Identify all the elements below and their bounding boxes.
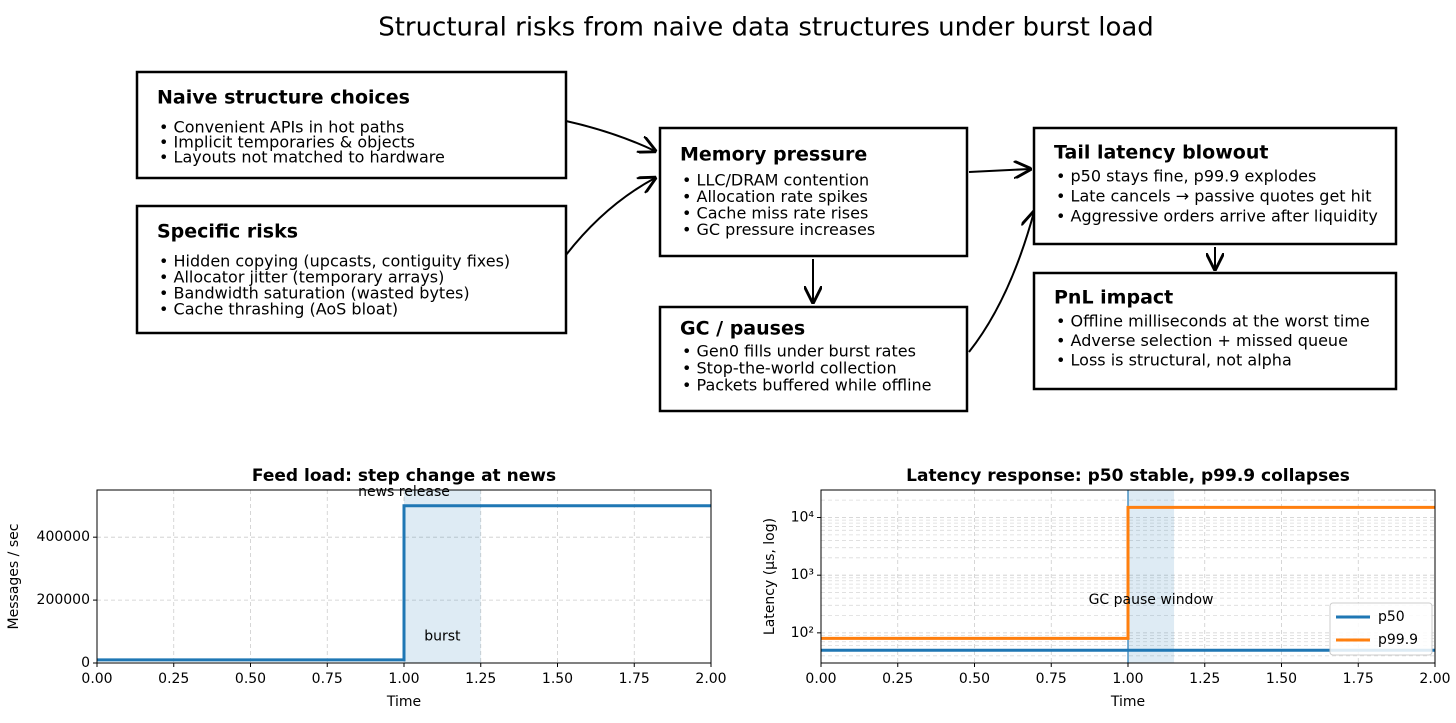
node-box <box>1032 271 1398 391</box>
x-tick-label: 0.00 <box>805 671 836 687</box>
node-box <box>658 305 969 413</box>
x-tick-label: 1.50 <box>542 671 573 687</box>
node-box <box>135 204 568 335</box>
x-tick-label: 1.25 <box>465 671 496 687</box>
annotation: GC pause window <box>1089 592 1214 608</box>
x-tick-label: 0.50 <box>235 671 266 687</box>
node-title: Specific risks <box>157 221 298 243</box>
node-item: • Adverse selection + missed queue <box>1056 331 1348 350</box>
node-box <box>135 70 568 180</box>
node-title: GC / pauses <box>680 318 805 340</box>
shaded-span <box>404 490 481 663</box>
node: Naive structure choices • Convenient APIs… <box>135 70 568 180</box>
arrow <box>968 169 1030 172</box>
node-item: • Convenient APIs in hot paths <box>159 118 404 137</box>
node-item: • p50 stays fine, p99.9 explodes <box>1056 167 1316 186</box>
y-tick-label: 10² <box>791 625 814 641</box>
annotation: burst <box>424 629 461 645</box>
chart: 0.00 0.25 0.50 0.75 1.00 1.25 1.50 1.75 2.00 0 200… <box>6 466 727 710</box>
x-tick-label: 1.50 <box>1266 671 1297 687</box>
x-tick-label: 0.50 <box>959 671 990 687</box>
node-item: • Cache thrashing (AoS bloat) <box>159 300 398 319</box>
node-item: • Stop-the-world collection <box>682 359 897 378</box>
node-item: • Layouts not matched to hardware <box>159 148 445 167</box>
node-item: • Late cancels → passive quotes get hit <box>1056 187 1372 206</box>
series-line <box>821 505 1435 640</box>
node-item: • Hidden copying (upcasts, contiguity fi… <box>159 252 510 271</box>
x-tick-label: 1.75 <box>1343 671 1374 687</box>
node-item: • Allocation rate spikes <box>682 187 868 206</box>
node-title: Tail latency blowout <box>1054 142 1268 164</box>
node-item: • GC pressure increases <box>682 220 875 239</box>
x-tick-label: 0.75 <box>1036 671 1067 687</box>
x-tick-label: 1.00 <box>388 671 419 687</box>
node-item: • Allocator jitter (temporary arrays) <box>159 268 444 287</box>
legend: p50 p99.9 <box>1329 602 1433 656</box>
y-tick-label: 0 <box>81 655 90 671</box>
x-tick-label: 0.25 <box>158 671 189 687</box>
node: GC / pauses • Gen0 fills under burst rate… <box>658 305 969 413</box>
arrow <box>565 120 655 151</box>
annotation: news release <box>358 484 450 500</box>
legend-label: p50 <box>1378 609 1405 625</box>
node: Tail latency blowout • p50 stays fine, p9… <box>1032 126 1398 246</box>
y-axis-label: Messages / sec <box>6 524 22 630</box>
node-item: • Implicit temporaries & objects <box>159 133 415 152</box>
shaded-span <box>1128 490 1175 663</box>
x-tick-label: 1.75 <box>619 671 650 687</box>
node-title: Memory pressure <box>680 144 867 166</box>
node-item: • Offline milliseconds at the worst time <box>1056 312 1370 331</box>
node-title: PnL impact <box>1054 287 1173 309</box>
y-tick-label: 400000 <box>37 529 90 545</box>
chart-title: Latency response: p50 stable, p99.9 coll… <box>906 466 1350 486</box>
node-item: • Gen0 fills under burst rates <box>682 342 916 361</box>
arrow <box>565 178 655 256</box>
y-tick-label: 10³ <box>791 567 814 583</box>
node-item: • Aggressive orders arrive after liquidi… <box>1056 207 1378 226</box>
node: PnL impact • Offline milliseconds at the … <box>1032 271 1398 391</box>
node-item: • Cache miss rate rises <box>682 204 868 223</box>
node: Specific risks • Hidden copying (upcasts,… <box>135 204 568 335</box>
x-tick-label: 1.00 <box>1112 671 1143 687</box>
x-axis-label: Time <box>386 694 421 710</box>
series-line <box>97 504 711 662</box>
x-tick-label: 1.25 <box>1189 671 1220 687</box>
arrow <box>968 212 1034 353</box>
node-box <box>658 126 969 258</box>
x-tick-label: 0.25 <box>882 671 913 687</box>
legend-label: p99.9 <box>1378 632 1418 648</box>
node-item: • Packets buffered while offline <box>682 376 932 395</box>
figure-title: Structural risks from naive data structu… <box>378 13 1154 43</box>
x-tick-label: 0.75 <box>312 671 343 687</box>
node-item: • LLC/DRAM contention <box>682 171 869 190</box>
y-axis-label: Latency (µs, log) <box>762 518 778 635</box>
x-tick-label: 2.00 <box>695 671 726 687</box>
y-tick-label: 10⁴ <box>791 510 815 526</box>
arrows <box>565 120 1215 353</box>
node-box <box>1032 126 1398 246</box>
node-item: • Loss is structural, not alpha <box>1056 351 1292 370</box>
chart-title: Feed load: step change at news <box>252 466 556 486</box>
y-tick-label: 200000 <box>37 592 90 608</box>
x-tick-label: 2.00 <box>1419 671 1450 687</box>
node-title: Naive structure choices <box>157 87 410 109</box>
x-axis-label: Time <box>1110 694 1145 710</box>
x-tick-label: 0.00 <box>81 671 112 687</box>
chart: 0.00 0.25 0.50 0.75 1.00 1.25 1.50 1.75 2.00 10² 1… <box>762 466 1451 710</box>
node: Memory pressure • LLC/DRAM contention• Al… <box>658 126 969 258</box>
node-item: • Bandwidth saturation (wasted bytes) <box>159 284 470 303</box>
